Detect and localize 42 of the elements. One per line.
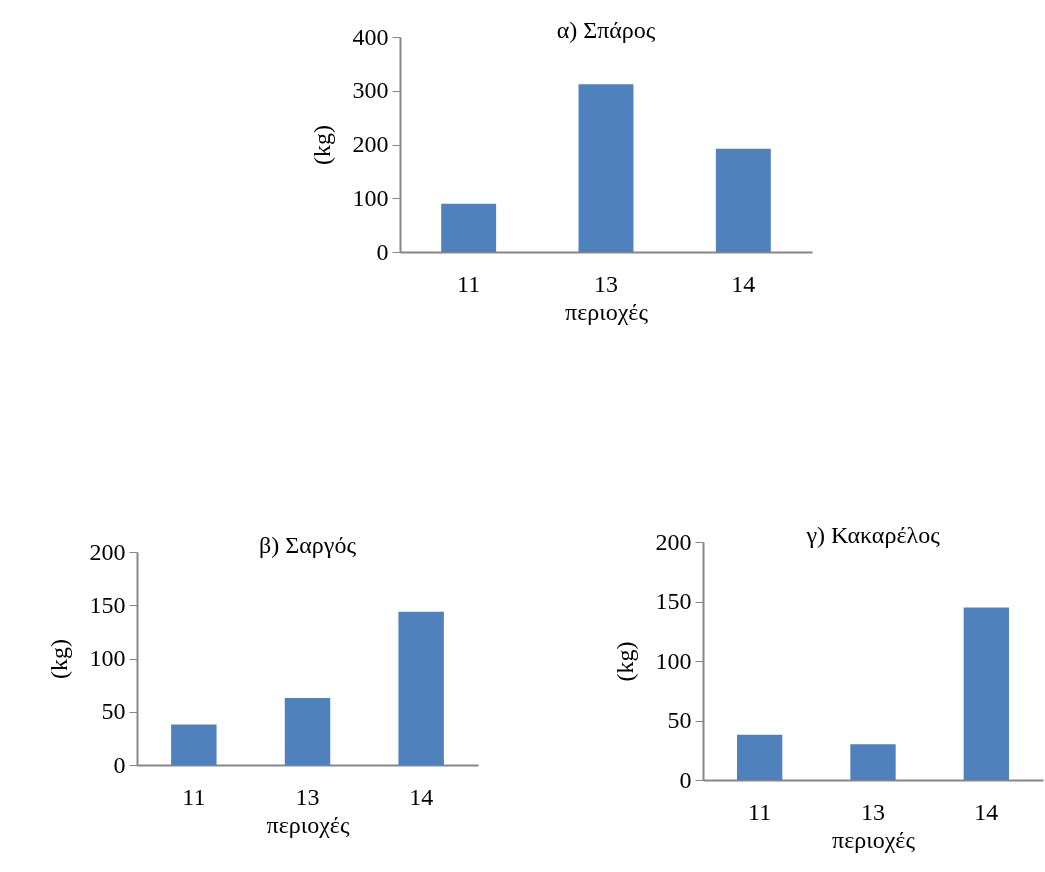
y-tick-label: 50 [667,707,692,733]
chart-title: β) Σαργός [259,532,357,558]
x-tick-label: 14 [974,798,999,825]
x-tick-label: 13 [594,270,618,297]
y-axis-title: (kg) [611,641,638,682]
y-tick-label: 150 [89,591,126,618]
y-tick-label: 200 [352,131,389,157]
y-tick-label: 150 [655,588,692,614]
x-tick-label: 13 [295,783,320,810]
x-axis-title: περιοχές [832,826,916,853]
x-tick-label: 11 [457,270,481,297]
bar [850,744,896,780]
y-tick-label: 100 [655,647,692,674]
y-tick-label: 200 [89,538,126,565]
bar [398,611,444,765]
x-tick-label: 11 [748,798,772,825]
x-axis-title: περιοχές [565,298,649,325]
x-axis-title: περιοχές [266,811,350,838]
bar [284,697,331,765]
y-tick-label: 200 [655,528,692,555]
x-tick-label: 11 [182,783,206,810]
chart-title: α) Σπάρος [556,17,656,43]
y-axis-title: (kg) [308,125,335,165]
bar [715,148,771,252]
y-tick-label: 100 [352,184,389,211]
bar [963,607,1009,780]
x-tick-label: 14 [409,783,434,810]
y-tick-label: 0 [376,238,389,265]
x-tick-label: 14 [731,270,756,297]
y-tick-label: 50 [101,698,126,725]
x-tick-label: 13 [861,798,885,825]
bar [737,734,783,780]
bar [441,203,497,252]
y-tick-label: 100 [89,645,126,671]
y-tick-label: 400 [352,23,389,50]
y-tick-label: 0 [679,766,692,793]
chart-title: γ) Κακαρέλος [805,522,941,548]
bar [578,84,634,252]
y-tick-label: 300 [352,77,389,104]
y-axis-title: (kg) [45,639,72,679]
bar [171,724,217,765]
y-tick-label: 0 [113,751,126,778]
